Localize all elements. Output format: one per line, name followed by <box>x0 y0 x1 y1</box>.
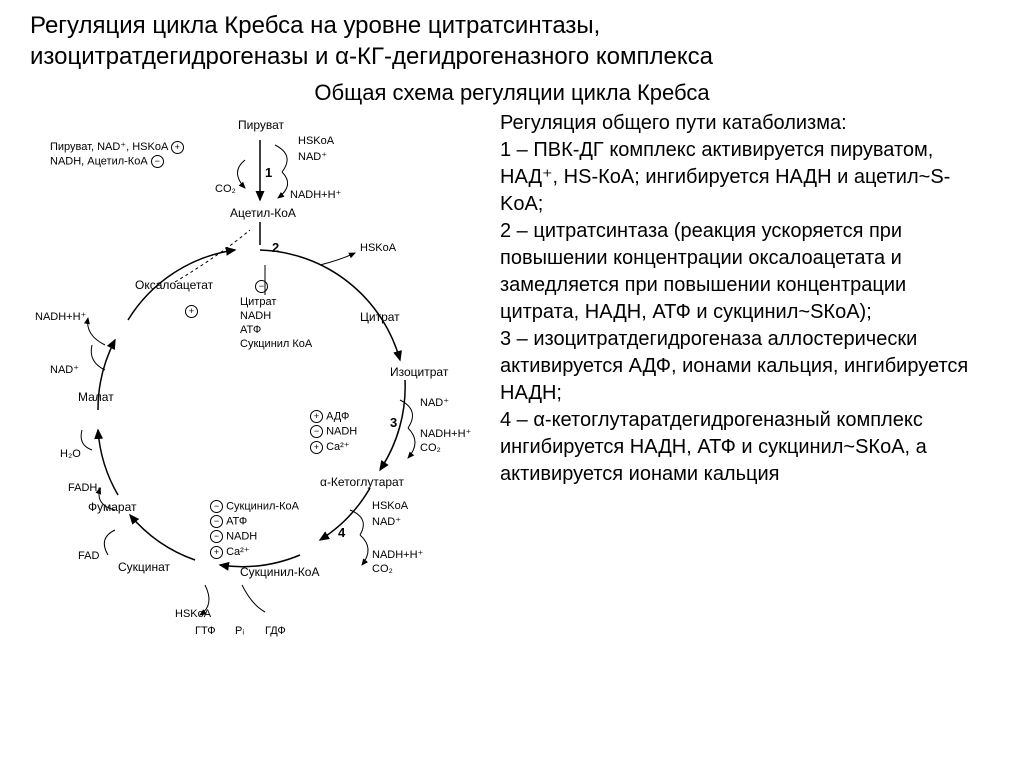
label-nad-4: NAD⁺ <box>372 515 401 528</box>
label-fumarate: Фумарат <box>88 500 137 514</box>
reg-center-3: АТФ <box>240 324 261 336</box>
label-nad-1: NAD⁺ <box>298 150 327 163</box>
reg-center-2: NADH <box>240 310 271 322</box>
label-nad-8: NAD⁺ <box>50 363 79 376</box>
enzyme-num-2: 2 <box>272 240 279 255</box>
reg3-nadh: − NADH <box>310 425 357 438</box>
reg-top-activators: Пируват, NAD⁺, HSKoA + <box>50 140 184 154</box>
label-nad-3: NAD⁺ <box>420 396 449 409</box>
krebs-cycle-diagram: Пируват HSKoA NAD⁺ CO₂ NADH+H⁺ 1 Ацетил-… <box>20 110 490 670</box>
label-succinate: Сукцинат <box>118 560 170 574</box>
reg-center-4: Сукцинил КоА <box>240 338 312 350</box>
exp-pt1: 1 – ПВК-ДГ комплекс активируется пируват… <box>500 137 984 218</box>
label-hskoa-2: HSKoA <box>360 242 396 254</box>
label-akg: α-Кетоглутарат <box>320 475 404 489</box>
exp-pt2: 2 – цитратсинтаза (реакция ускоряется пр… <box>500 218 984 326</box>
enzyme-num-1: 1 <box>265 165 272 180</box>
label-co2-3: CO₂ <box>420 442 441 454</box>
reg3-ca: + Ca²⁺ <box>310 440 350 454</box>
label-acetylcoa: Ацетил-КоА <box>230 206 296 220</box>
page-title: Регуляция цикла Кребса на уровне цитратс… <box>0 0 1024 72</box>
label-gtp: ГТФ <box>195 625 216 637</box>
content-area: Пируват HSKoA NAD⁺ CO₂ NADH+H⁺ 1 Ацетил-… <box>0 110 1024 670</box>
title-line1: Регуляция цикла Кребса на уровне цитратс… <box>30 12 600 39</box>
label-isocitrate: Изоцитрат <box>390 365 448 379</box>
label-nadhh-8: NADH+H⁺ <box>35 310 86 323</box>
exp-intro: Регуляция общего пути катаболизма: <box>500 110 984 137</box>
label-gdp: ГДФ <box>265 625 286 637</box>
reg4-ca: + Ca²⁺ <box>210 545 250 559</box>
reg3-adp: + АДФ <box>310 410 349 423</box>
exp-pt3: 3 – изоцитратдегидрогеназа аллостерическ… <box>500 326 984 407</box>
label-co2-1: CO₂ <box>215 183 236 195</box>
label-oxaloacetate: Оксалоацетат <box>135 278 213 292</box>
label-pyruvate: Пируват <box>238 118 284 132</box>
label-h2o: H₂O <box>60 448 81 460</box>
label-fad: FAD <box>78 550 99 562</box>
title-line2: изоцитратдегидрогеназы и α-КГ-дегидроген… <box>30 43 713 70</box>
label-nadhh-4: NADH+H⁺ <box>372 548 423 561</box>
label-hskoa-1: HSKoA <box>298 135 334 147</box>
reg4-suc: − Сукцинил-КоА <box>210 500 299 513</box>
oaa-plus: + <box>185 305 198 318</box>
plus-icon: + <box>171 141 184 154</box>
label-fadh2: FADH₂ <box>68 482 102 494</box>
label-nadhh-1: NADH+H⁺ <box>290 188 341 201</box>
exp-pt4: 4 – α-кетоглутаратдегидрогеназный компле… <box>500 407 984 488</box>
minus-icon: − <box>151 155 164 168</box>
reg4-nadh: − NADH <box>210 530 257 543</box>
label-succinylcoa: Сукцинил-КоА <box>240 565 320 579</box>
subtitle: Общая схема регуляции цикла Кребса <box>0 72 1024 110</box>
reg-center-minus: − <box>255 280 268 293</box>
label-hskoa-5: HSKoA <box>175 608 211 620</box>
reg4-atp: − АТФ <box>210 515 247 528</box>
label-citrate: Цитрат <box>360 310 400 324</box>
label-co2-4: CO₂ <box>372 563 393 575</box>
label-hskoa-4: HSKoA <box>372 500 408 512</box>
reg-center-1: Цитрат <box>240 296 276 308</box>
enzyme-num-3: 3 <box>390 415 397 430</box>
explanation-text: Регуляция общего пути катаболизма: 1 – П… <box>490 110 1004 670</box>
enzyme-num-4: 4 <box>338 525 345 540</box>
label-malate: Малат <box>78 390 114 404</box>
reg-top-inhibitors: NADH, Ацетил-КоА − <box>50 155 164 168</box>
label-pi: Pᵢ <box>235 625 244 637</box>
label-nadhh-3: NADH+H⁺ <box>420 427 471 440</box>
